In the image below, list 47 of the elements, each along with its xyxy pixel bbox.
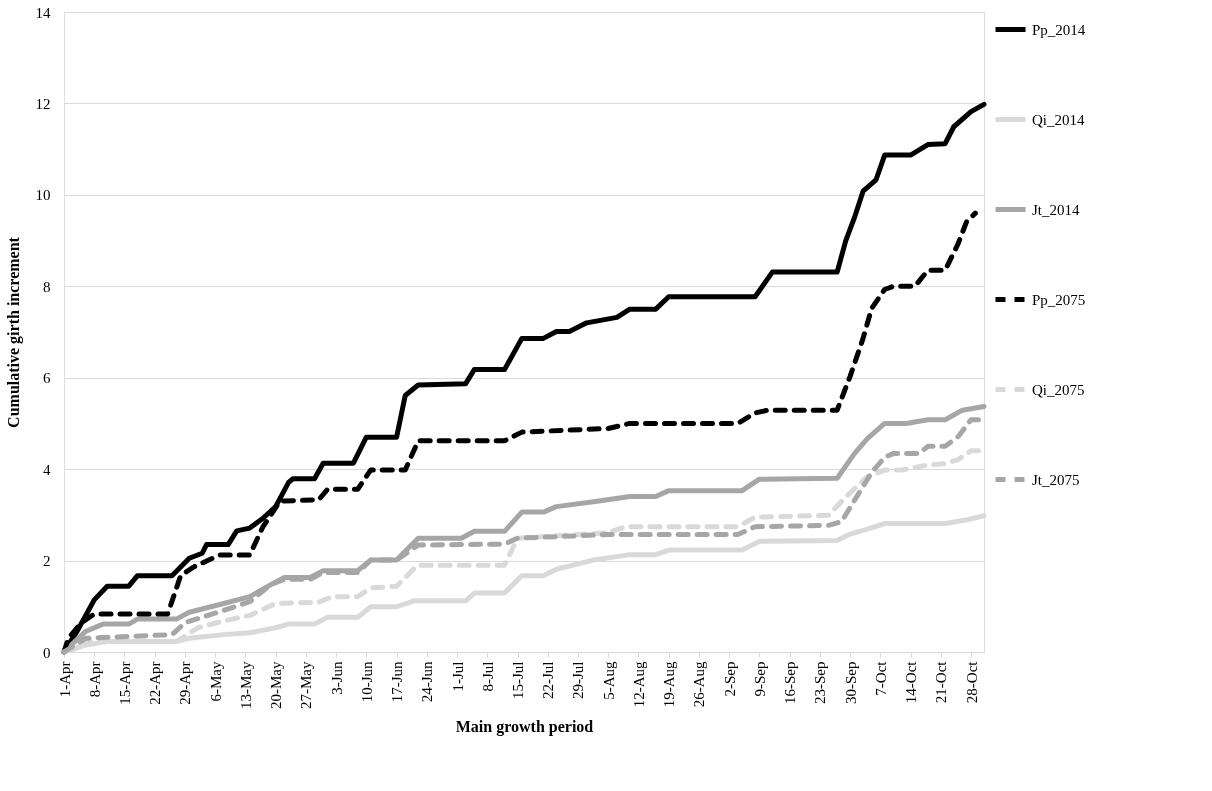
x-tick-label: 27-May bbox=[298, 661, 315, 709]
y-tick-label: 10 bbox=[35, 187, 51, 204]
x-tick-label: 21-Oct bbox=[933, 660, 950, 704]
y-tick-label: 4 bbox=[43, 461, 51, 478]
x-tick-label: 3-Jun bbox=[328, 661, 345, 695]
x-tick-label: 10-Jun bbox=[358, 661, 375, 703]
x-tick-label: 13-May bbox=[237, 661, 254, 709]
x-tick-label: 22-Apr bbox=[147, 661, 164, 705]
x-tick-label: 16-Sep bbox=[782, 661, 799, 704]
x-tick-label: 24-Jun bbox=[419, 661, 436, 703]
legend-label: Qi_2075 bbox=[1032, 381, 1085, 398]
x-tick-label: 1-Apr bbox=[56, 661, 73, 698]
x-tick-label: 22-Jul bbox=[540, 661, 557, 699]
y-tick-label: 12 bbox=[35, 95, 51, 112]
x-tick-label: 2-Sep bbox=[721, 661, 738, 697]
x-tick-label: 26-Aug bbox=[691, 661, 708, 708]
x-tick-label: 8-Jul bbox=[479, 661, 496, 692]
x-tick-label: 14-Oct bbox=[903, 660, 920, 704]
x-tick-label: 1-Jul bbox=[449, 661, 466, 692]
x-tick-label: 12-Aug bbox=[630, 661, 647, 708]
x-tick-label: 9-Sep bbox=[751, 661, 768, 697]
x-axis-title: Main growth period bbox=[455, 717, 594, 736]
y-tick-label: 8 bbox=[43, 278, 51, 295]
y-tick-label: 14 bbox=[35, 4, 51, 21]
x-tick-label: 15-Jul bbox=[510, 661, 527, 699]
legend-label: Jt_2075 bbox=[1032, 471, 1080, 488]
x-tick-label: 8-Apr bbox=[86, 661, 103, 698]
y-tick-label: 2 bbox=[43, 553, 51, 570]
legend-label: Pp_2075 bbox=[1032, 291, 1086, 308]
y-tick-label: 6 bbox=[43, 370, 51, 387]
y-tick-label: 0 bbox=[43, 644, 51, 661]
legend-label: Pp_2014 bbox=[1032, 21, 1086, 38]
x-tick-label: 20-May bbox=[268, 661, 285, 709]
x-tick-label: 29-Jul bbox=[570, 661, 587, 699]
x-tick-label: 28-Oct bbox=[963, 660, 980, 704]
legend-label: Qi_2014 bbox=[1032, 111, 1085, 128]
x-tick-label: 19-Aug bbox=[661, 661, 678, 708]
y-axis-title: Cumulative girth increment bbox=[4, 236, 23, 428]
legend-label: Jt_2014 bbox=[1032, 201, 1080, 218]
x-tick-label: 6-May bbox=[207, 661, 224, 702]
x-tick-label: 15-Apr bbox=[116, 661, 133, 705]
x-tick-label: 30-Sep bbox=[842, 661, 859, 704]
x-tick-label: 23-Sep bbox=[812, 661, 829, 704]
x-tick-label: 5-Aug bbox=[600, 661, 617, 700]
x-tick-label: 29-Apr bbox=[177, 661, 194, 705]
x-tick-label: 7-Oct bbox=[872, 660, 889, 696]
x-tick-label: 17-Jun bbox=[389, 661, 406, 703]
